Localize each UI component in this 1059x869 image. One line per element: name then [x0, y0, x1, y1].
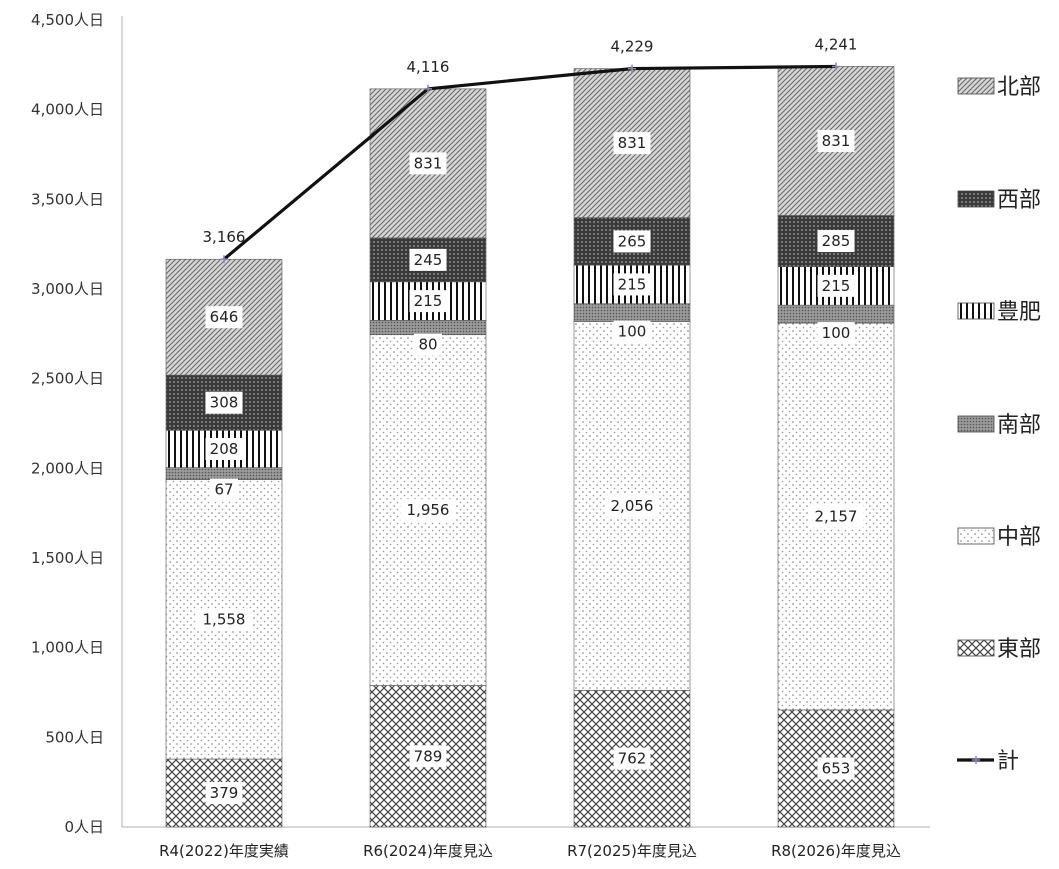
data-label-bg	[409, 745, 447, 768]
data-label-bg	[613, 132, 651, 155]
total-label: 4,116	[407, 58, 450, 76]
total-marker	[628, 64, 636, 73]
data-label-bg	[604, 494, 660, 517]
legend-marker	[972, 756, 980, 764]
y-tick-label: 500人日	[45, 728, 104, 746]
legend-swatch	[957, 302, 995, 320]
data-label-bg	[808, 505, 864, 528]
legend-label: 北部	[997, 75, 1041, 100]
data-label-bg	[817, 230, 855, 253]
data-label: 646	[210, 308, 239, 326]
legend-swatch	[957, 639, 995, 657]
data-label: 215	[414, 292, 443, 310]
total-marker	[424, 84, 432, 93]
data-label-bg	[205, 306, 243, 329]
data-label-bg	[817, 322, 855, 345]
data-label: 762	[618, 750, 647, 768]
data-label: 215	[618, 275, 647, 293]
bar-segment	[369, 320, 487, 336]
data-label-bg	[613, 320, 651, 343]
data-label-bg	[205, 437, 243, 460]
data-label: 789	[414, 747, 443, 765]
total-label: 4,229	[611, 38, 654, 56]
legend-label: 中部	[997, 525, 1041, 550]
data-label-bg	[400, 499, 456, 522]
total-line-path	[222, 64, 837, 261]
data-label: 265	[618, 232, 647, 250]
y-tick-label: 4,000人日	[31, 101, 104, 119]
total-marker	[832, 62, 840, 71]
data-label-bg	[205, 782, 243, 805]
data-label: 2,056	[611, 497, 654, 515]
legend-label: 東部	[997, 637, 1041, 662]
total-marker	[220, 255, 228, 264]
legend-swatch	[957, 415, 995, 433]
total-label: 3,166	[203, 228, 246, 246]
bar-segment	[777, 304, 895, 324]
data-label: 653	[822, 759, 851, 777]
data-label: 80	[418, 336, 437, 354]
total-line: 3,166 4,116 4,229 4,241	[203, 35, 858, 264]
data-label: 2,157	[815, 507, 858, 525]
legend-label: 豊肥	[997, 300, 1041, 325]
data-label-bg	[613, 747, 651, 770]
x-tick-label: R7(2025)年度見込	[567, 842, 697, 860]
y-tick-label: 2,500人日	[31, 370, 104, 388]
data-label: 379	[210, 784, 239, 802]
data-label: 308	[210, 394, 239, 412]
data-label-bg	[817, 129, 855, 152]
data-label-bg	[409, 248, 447, 271]
bar-segment	[573, 303, 691, 322]
data-label-bg	[409, 290, 447, 313]
y-tick-label: 1,500人日	[31, 549, 104, 567]
legend-label: 西部	[997, 188, 1041, 213]
data-label: 831	[822, 132, 851, 150]
y-tick-label: 3,500人日	[31, 190, 104, 208]
data-label-bg	[613, 273, 651, 296]
data-label: 831	[414, 154, 443, 172]
data-label: 1,558	[203, 610, 246, 628]
y-tick-label: 3,000人日	[31, 280, 104, 298]
x-tick-label: R6(2024)年度見込	[363, 842, 493, 860]
y-tick-label: 4,500人日	[31, 11, 104, 29]
data-label: 67	[214, 481, 233, 499]
y-tick-label: 2,000人日	[31, 459, 104, 477]
legend-swatch	[957, 77, 995, 95]
y-tick-label: 0人日	[64, 818, 104, 836]
y-tick-label: 1,000人日	[31, 639, 104, 657]
axes: 0人日 500人日 1,000人日 1,500人日 2,000人日 2,500人日 3,00…	[31, 11, 930, 860]
data-label: 100	[618, 323, 647, 341]
data-label: 208	[210, 440, 239, 458]
legend-label: 南部	[997, 413, 1041, 438]
legend-swatch	[957, 190, 995, 208]
data-labels: 379 1,558 67 208 308 646 789 1,956 80 215 245 831 76…	[196, 129, 864, 805]
data-label: 831	[618, 134, 647, 152]
data-label-bg	[613, 230, 651, 253]
data-label: 285	[822, 232, 851, 250]
data-label-bg	[817, 757, 855, 780]
total-label: 4,241	[815, 35, 858, 53]
legend-swatch	[957, 527, 995, 545]
bar-segment	[165, 258, 283, 376]
legend-label: 計	[997, 749, 1019, 774]
data-label: 245	[414, 251, 443, 269]
x-tick-label: R8(2026)年度見込	[771, 842, 901, 860]
data-label: 215	[822, 277, 851, 295]
data-label-bg	[205, 391, 243, 414]
data-label-bg	[196, 608, 252, 631]
data-label: 1,956	[407, 501, 450, 519]
data-label-bg	[414, 333, 442, 356]
data-label-bg	[817, 274, 855, 297]
x-tick-label: R4(2022)年度実績	[159, 842, 289, 860]
bars	[165, 66, 895, 828]
data-label-bg	[409, 152, 447, 175]
bar-segment	[165, 467, 283, 480]
data-label-bg	[210, 478, 238, 501]
data-label: 100	[822, 324, 851, 342]
